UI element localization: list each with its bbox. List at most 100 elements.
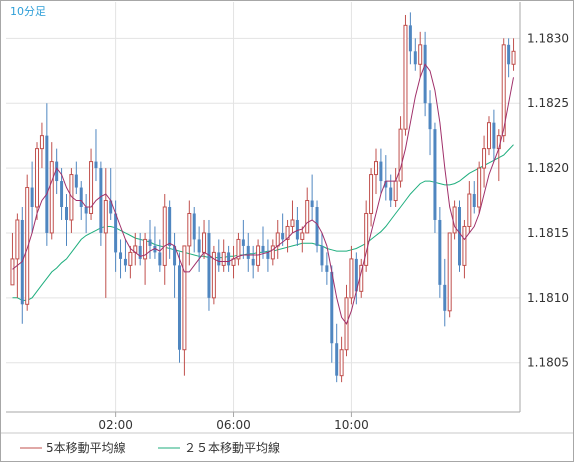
candle-body [281, 232, 285, 240]
candle-body [492, 122, 496, 149]
candle-body [158, 252, 162, 266]
candle-body [64, 207, 68, 220]
y-tick-label: 1.1805 [527, 356, 569, 370]
candle-body [458, 207, 462, 266]
ma5-line [12, 63, 514, 325]
candle-body [148, 239, 152, 246]
candle-body [10, 258, 15, 286]
candle-body [119, 252, 123, 259]
candle-body [330, 271, 334, 344]
candle-body [275, 232, 280, 247]
candle-body [373, 161, 378, 176]
candle-body [433, 129, 437, 220]
candle-body [30, 187, 34, 207]
candle-body [55, 161, 59, 182]
candle-body [79, 187, 83, 207]
y-tick-label: 1.1820 [527, 161, 569, 175]
candle-body [192, 213, 196, 240]
candle-body [507, 44, 511, 65]
y-tick-label: 1.1810 [527, 291, 569, 305]
candle-body [403, 24, 408, 130]
candle-body [477, 167, 482, 208]
candle-body [143, 238, 148, 260]
candle-body [168, 207, 172, 246]
candle-body [285, 225, 290, 240]
candle-body [261, 245, 265, 253]
candle-body [25, 187, 30, 305]
candle-body [114, 213, 118, 253]
candle-body [389, 187, 393, 201]
candle-body [295, 219, 299, 240]
candle-body [246, 245, 250, 259]
candle-body [94, 161, 98, 169]
candle-body [182, 245, 187, 351]
candle-body [173, 245, 177, 266]
candle-body [207, 232, 211, 298]
candle-body [310, 200, 314, 207]
candle-body [349, 258, 354, 299]
candle-body [300, 232, 305, 240]
candle-body [74, 174, 78, 188]
legend: 5本移動平均線 ２５本移動平均線 [20, 440, 280, 455]
candle-body [486, 122, 491, 150]
candle-body [335, 343, 339, 376]
candle-body [447, 232, 452, 312]
candle-body [227, 252, 231, 266]
candle-body [423, 44, 427, 104]
candle-body [369, 174, 374, 214]
candle-body [443, 284, 447, 311]
candle-body [379, 161, 383, 182]
candle-body [236, 238, 241, 260]
candle-body [84, 207, 88, 214]
candle-body [467, 193, 472, 227]
candle-body [39, 135, 44, 150]
candle-body [305, 200, 310, 234]
candle-body [482, 148, 487, 169]
candle-body [177, 265, 181, 350]
candle-body [462, 225, 467, 266]
candle-body [438, 219, 442, 285]
candle-body [45, 135, 49, 233]
candle-body [241, 239, 245, 246]
x-tick-label: 06:00 [216, 418, 251, 432]
y-tick-label: 1.1825 [527, 96, 569, 110]
candle-body [35, 148, 40, 208]
candle-body [320, 245, 324, 266]
x-tick-label: 10:00 [334, 418, 369, 432]
candle-body [89, 161, 94, 214]
candle-body [109, 200, 113, 214]
candle-body [99, 168, 103, 233]
candle-body [197, 239, 201, 253]
candle-body [393, 180, 398, 202]
candle-body [221, 251, 226, 266]
ma5-layer [12, 63, 514, 325]
candle-body [339, 349, 344, 377]
candle-body [187, 212, 192, 247]
candle-body [408, 25, 412, 52]
candle-body [315, 207, 319, 246]
candle-body [128, 251, 133, 266]
candle-body [384, 181, 388, 188]
candle-body [270, 245, 275, 260]
y-axis: 1.1830 1.1825 1.1820 1.1815 1.1810 1.1805 [527, 31, 569, 369]
candle-body [325, 265, 329, 272]
legend-label: 5本移動平均線 [46, 440, 126, 455]
legend-label: ２５本移動平均線 [184, 440, 280, 455]
candle-body [251, 258, 255, 266]
x-axis: 02:00 06:00 10:00 [98, 418, 368, 432]
candle-body [511, 50, 516, 65]
candle-body [103, 200, 108, 234]
candle-body [211, 251, 216, 299]
candle-body [428, 103, 432, 130]
candle-body [162, 206, 167, 266]
candle-body [138, 245, 142, 259]
candle-body [153, 245, 157, 253]
candle-body [60, 181, 64, 207]
candle-body [354, 258, 358, 292]
candle-body [364, 212, 369, 266]
candle-body [398, 128, 403, 182]
candle-body [15, 219, 20, 260]
candle-body [452, 206, 457, 234]
y-tick-label: 1.1830 [527, 31, 569, 45]
